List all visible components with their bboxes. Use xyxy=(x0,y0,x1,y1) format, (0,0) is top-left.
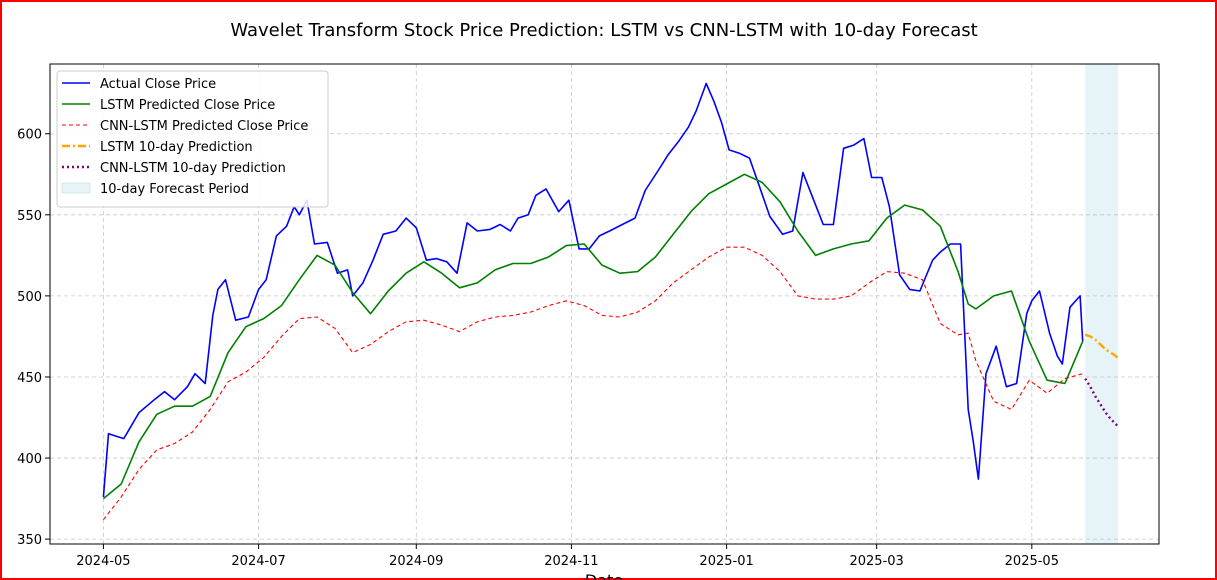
y-tick-label: 500 xyxy=(17,290,42,305)
legend-box xyxy=(56,70,329,208)
series-line-lstm-10-day-prediction xyxy=(1084,333,1120,360)
legend: Actual Close Price LSTM Predicted Close P… xyxy=(56,70,329,208)
x-axis-label: Date xyxy=(585,571,623,580)
forecast-span-layer xyxy=(1085,64,1119,544)
legend-label: LSTM Predicted Close Price xyxy=(100,98,275,113)
series-line-cnn-lstm-10-day-prediction xyxy=(1084,377,1120,428)
y-tick-label: 550 xyxy=(17,209,42,224)
legend-label: 10-day Forecast Period xyxy=(100,182,249,197)
legend-label: LSTM 10-day Prediction xyxy=(100,140,253,155)
x-tick-label: 2024-07 xyxy=(231,554,285,569)
x-tick-label: 2024-09 xyxy=(389,554,443,569)
tick-layer: 2024-05 2024-07 2024-09 2024-11 2025-01 2025-… xyxy=(17,128,1059,569)
forecast-period-span xyxy=(1085,64,1119,544)
x-tick-label: 2024-05 xyxy=(76,554,130,569)
legend-swatch xyxy=(61,182,91,194)
series-line-actual-close-price xyxy=(102,82,1084,498)
legend-label: CNN-LSTM Predicted Close Price xyxy=(100,119,308,134)
series-line-lstm-predicted-close-price xyxy=(102,173,1084,500)
plot-frame xyxy=(49,63,1160,545)
series-layer xyxy=(102,82,1120,521)
y-tick-label: 450 xyxy=(17,371,42,386)
y-tick-label: 400 xyxy=(17,452,42,467)
x-tick-label: 2025-01 xyxy=(699,554,753,569)
x-tick-label: 2025-05 xyxy=(1005,554,1059,569)
x-tick-label: 2024-11 xyxy=(544,554,598,569)
x-tick-label: 2025-03 xyxy=(849,554,903,569)
y-tick-label: 600 xyxy=(17,128,42,143)
legend-label: Actual Close Price xyxy=(100,77,216,92)
chart-title: Wavelet Transform Stock Price Prediction… xyxy=(230,20,977,41)
series-line-cnn-lstm-predicted-close-price xyxy=(102,246,1083,521)
legend-label: CNN-LSTM 10-day Prediction xyxy=(100,161,286,176)
y-tick-label: 350 xyxy=(17,533,42,548)
